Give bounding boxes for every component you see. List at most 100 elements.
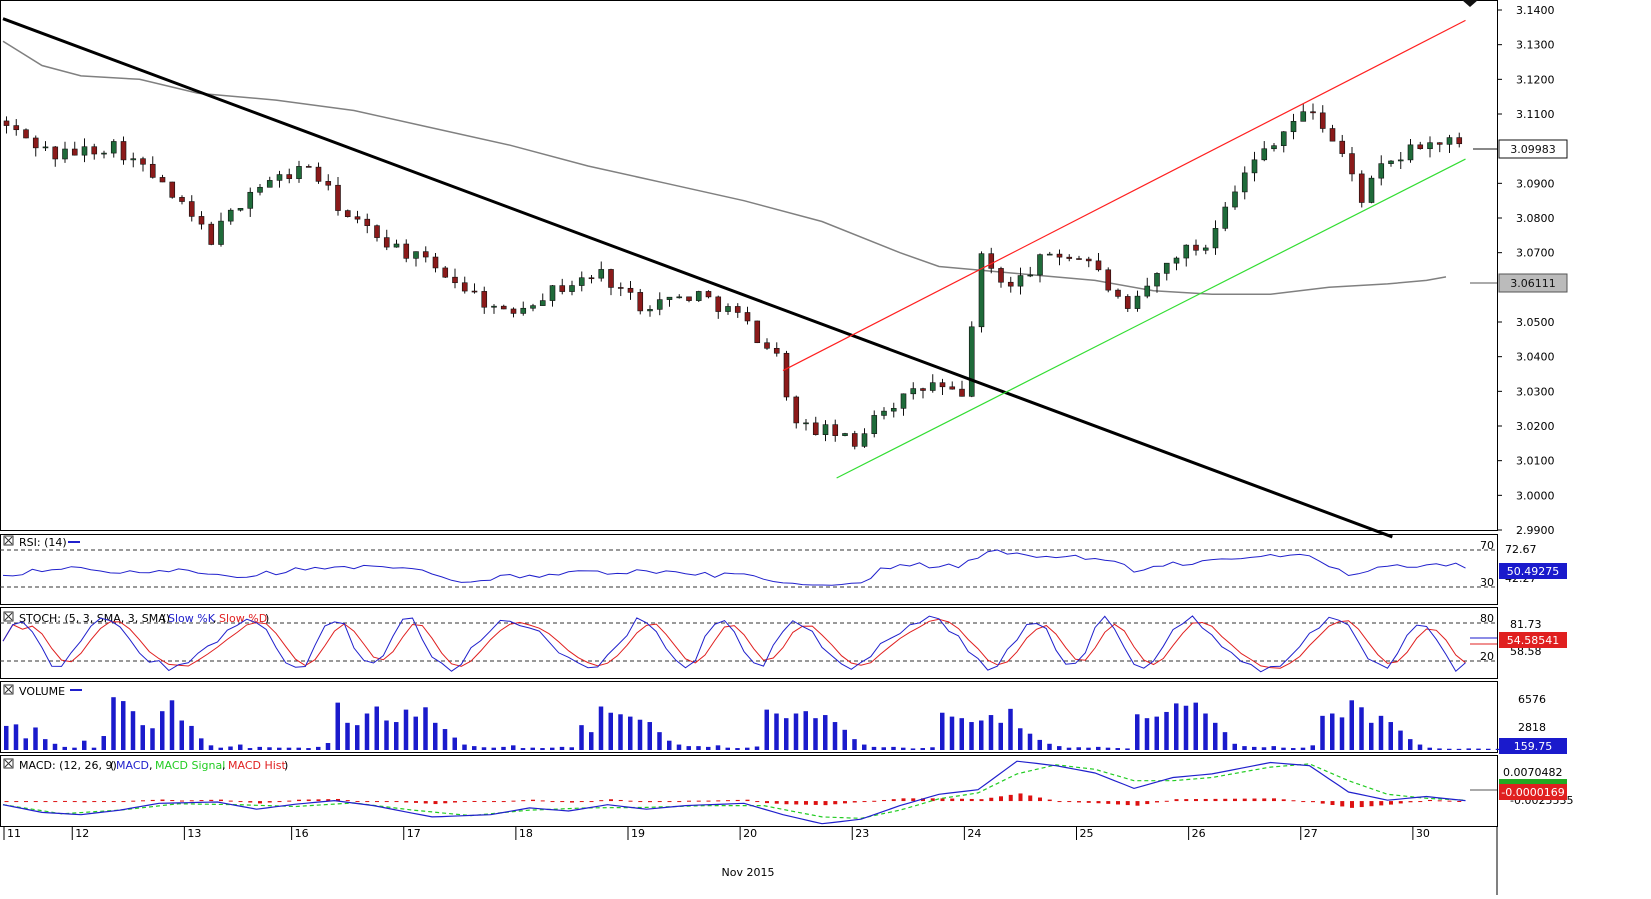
candle-body — [978, 253, 985, 328]
volume-bars — [4, 697, 1510, 750]
x-tick-label: 30 — [1416, 827, 1430, 840]
candle-body — [1144, 285, 1151, 297]
stoch-d-line — [2, 618, 1466, 669]
macd-hist-bar — [189, 800, 194, 802]
macd-hist-bar — [794, 801, 799, 805]
volume-bar — [1027, 733, 1033, 750]
macd-hist-bar — [1223, 798, 1228, 802]
candle — [422, 246, 429, 263]
candle-body — [1310, 111, 1316, 114]
candle — [1427, 136, 1433, 158]
candle — [783, 350, 790, 401]
candle — [588, 275, 595, 284]
macd-hist-bar — [823, 801, 828, 806]
macd-hist-bar — [599, 800, 604, 802]
candle-body — [1456, 137, 1463, 145]
candle-body — [491, 305, 497, 308]
price-tick-label: 3.0400 — [1516, 351, 1555, 364]
candle-body — [1407, 144, 1414, 161]
candle-body — [900, 393, 907, 409]
volume-bar — [715, 745, 721, 750]
rsi-line — [2, 549, 1466, 586]
candle — [900, 393, 907, 416]
macd-title: MACD: (12, 26, 9) — [19, 759, 117, 772]
candle-body — [110, 141, 117, 154]
volume-bar — [1495, 748, 1501, 750]
candle-body — [374, 225, 380, 238]
candle-body — [812, 422, 819, 435]
macd-hist-bar — [326, 799, 331, 802]
candle-body — [305, 166, 312, 168]
candle — [110, 139, 117, 158]
volume-bar — [218, 747, 223, 750]
candle — [208, 221, 215, 246]
candle-body — [432, 256, 439, 269]
x-tick-label: 16 — [295, 827, 309, 840]
volume-bar — [62, 746, 67, 750]
candle — [179, 195, 185, 205]
candle-body — [364, 218, 371, 226]
last-price-badge: 3.09983 — [1473, 139, 1568, 159]
macd-hist-bar — [414, 801, 418, 803]
volume-bar — [598, 706, 604, 750]
volume-bar — [774, 713, 779, 750]
macd-hist-bar — [1125, 801, 1130, 806]
volume-tick-lower: 2818 — [1518, 721, 1546, 734]
price-tick-label: 3.0100 — [1516, 455, 1555, 468]
candle — [42, 141, 49, 151]
macd-hist-bar — [472, 800, 477, 802]
candle-body — [227, 209, 234, 222]
candle-body — [578, 277, 585, 286]
scroll-marker-icon[interactable] — [1462, 0, 1478, 7]
candle — [998, 266, 1004, 288]
macd-hist-bar — [1262, 798, 1267, 802]
macd-hist-bar — [979, 799, 984, 802]
volume-bar — [901, 747, 906, 750]
volume-bar — [199, 738, 204, 750]
candle — [1124, 294, 1131, 312]
candle-body — [637, 292, 644, 312]
ma-value-label: 3.06111 — [1510, 277, 1556, 290]
macd-hist-bar — [1291, 800, 1296, 802]
volume-bar — [745, 747, 750, 750]
candle — [695, 290, 702, 303]
candle-body — [988, 253, 995, 269]
price-tick-label: 3.0200 — [1516, 420, 1555, 433]
macd-hist-bar — [687, 800, 691, 802]
macd-last-label: -0.0000169 — [1501, 786, 1564, 799]
price-panel: 3.1400 3.1300 3.1200 3.1100 3.0900 3.0800 3.07… — [2, 0, 1568, 539]
macd-hist-bar — [843, 801, 847, 804]
macd-hist-bar — [423, 801, 428, 804]
candle — [325, 174, 332, 191]
volume-bar — [1242, 746, 1247, 750]
macd-hist-bar — [1408, 801, 1413, 803]
candle — [627, 281, 634, 300]
volume-bar — [920, 748, 925, 750]
stochastic-panel: STOCH: (5, 3, SMA, 3, SMA) ( Slow %K , S… — [0, 611, 1567, 673]
macd-hist-bar — [1203, 798, 1208, 802]
candle — [130, 152, 137, 168]
macd-hist-bar — [755, 801, 760, 803]
candle-body — [1154, 273, 1160, 287]
candle-body — [793, 396, 800, 424]
macd-hist-bar — [1340, 801, 1345, 807]
price-tick-label: 3.1200 — [1516, 73, 1555, 86]
candle-body — [71, 148, 78, 156]
candle — [1310, 103, 1316, 120]
candle — [705, 290, 712, 299]
candle-body — [1173, 257, 1180, 264]
candle-body — [676, 296, 683, 299]
macd-hist-bar — [1194, 799, 1198, 802]
candle — [1037, 253, 1043, 283]
candle — [159, 174, 166, 183]
candle-body — [539, 300, 546, 306]
candle — [13, 119, 20, 136]
macd-hist-bar — [589, 801, 594, 803]
macd-hist-bar — [648, 801, 652, 803]
candle — [725, 303, 731, 315]
x-tick-label: 23 — [855, 827, 869, 840]
macd-hist-bar — [852, 801, 857, 803]
candle-body — [257, 186, 263, 193]
volume-bar — [969, 722, 974, 750]
